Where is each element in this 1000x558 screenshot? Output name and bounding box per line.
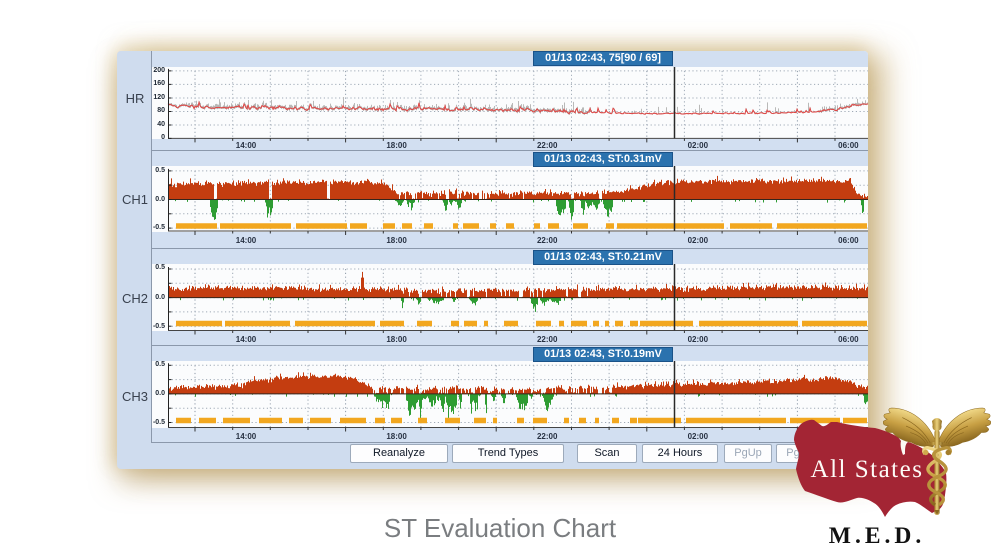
svg-text:M.E.D.: M.E.D. (829, 523, 925, 549)
svg-text:All States: All States (811, 456, 924, 483)
